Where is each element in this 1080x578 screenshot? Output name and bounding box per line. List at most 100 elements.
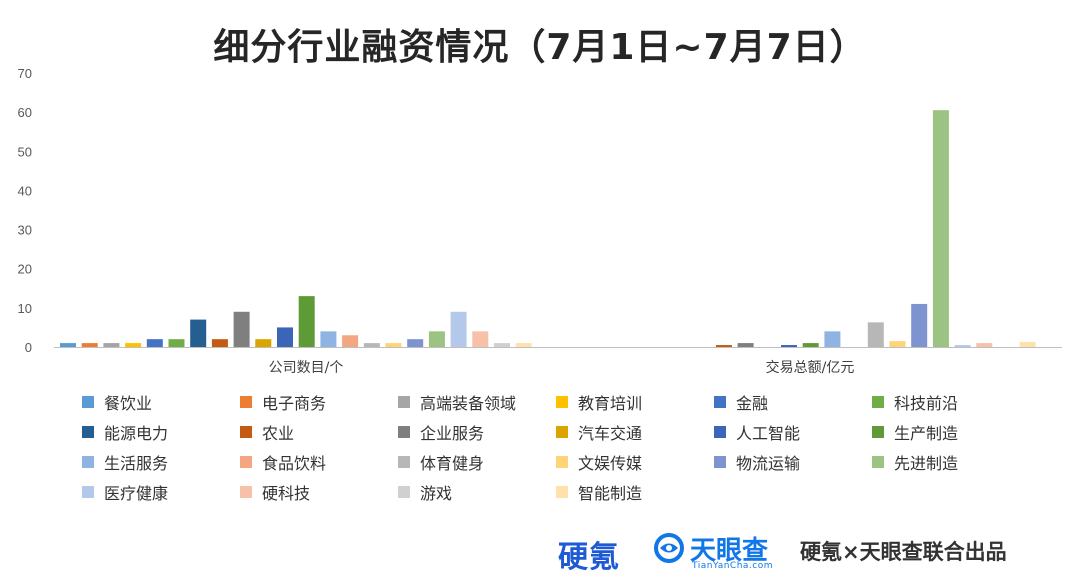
bar-deal-amount-22 xyxy=(1019,341,1036,347)
legend-label: 餐饮业 xyxy=(104,393,153,413)
legend-label: 汽车交通 xyxy=(578,423,643,443)
bar-deal-amount-19 xyxy=(954,345,971,347)
legend-item: 教育培训 xyxy=(556,392,714,413)
y-tick-label: 10 xyxy=(18,301,32,316)
legend-swatch xyxy=(82,455,94,468)
y-tick-label: 20 xyxy=(18,262,32,277)
bar-deal-amount-9 xyxy=(737,343,754,347)
legend-swatch xyxy=(872,395,884,408)
bar-deal-amount-12 xyxy=(802,343,819,347)
legend-item: 硬科技 xyxy=(240,482,398,503)
legend-swatch xyxy=(240,395,252,408)
legend-label: 文娱传媒 xyxy=(578,453,643,473)
bar-company-count-9 xyxy=(233,311,250,347)
legend-label: 体育健身 xyxy=(420,453,485,473)
legend-item: 食品饮料 xyxy=(240,452,398,473)
bar-deal-amount-15 xyxy=(867,322,884,347)
bar-company-count-5 xyxy=(146,339,163,347)
legend-label: 金融 xyxy=(736,393,769,413)
legend-label: 电子商务 xyxy=(262,393,327,413)
legend-label: 企业服务 xyxy=(420,423,485,443)
legend-label: 生活服务 xyxy=(104,453,169,473)
legend-label: 智能制造 xyxy=(578,483,643,503)
legend-item: 汽车交通 xyxy=(556,422,714,443)
bar-company-count-13 xyxy=(320,331,337,347)
bar-deal-amount-17 xyxy=(911,303,928,347)
bar-company-count-12 xyxy=(298,296,315,347)
bar-company-count-22 xyxy=(515,343,532,347)
bar-deal-amount-8 xyxy=(715,345,732,347)
legend-swatch xyxy=(398,395,410,408)
legend-swatch xyxy=(398,485,410,498)
legend-item: 智能制造 xyxy=(556,482,714,503)
x-category-label: 交易总额/亿元 xyxy=(766,359,855,376)
legend-label: 游戏 xyxy=(420,483,453,503)
ying-ke-logo: 硬氪 xyxy=(558,540,620,575)
legend-item: 生活服务 xyxy=(82,452,240,473)
legend-item: 游戏 xyxy=(398,482,556,503)
bar-company-count-8 xyxy=(211,339,228,347)
legend-swatch xyxy=(240,455,252,468)
legend-swatch xyxy=(556,455,568,468)
legend-item: 文娱传媒 xyxy=(556,452,714,473)
legend-label: 物流运输 xyxy=(736,453,801,473)
bar-deal-amount-16 xyxy=(889,341,906,347)
bar-company-count-1 xyxy=(60,343,76,347)
bar-deal-amount-11 xyxy=(781,345,797,347)
legend-label: 生产制造 xyxy=(894,423,959,443)
legend-item: 物流运输 xyxy=(714,452,872,473)
legend-item: 餐饮业 xyxy=(82,392,240,413)
bar-deal-amount-20 xyxy=(976,343,993,347)
y-tick-label: 50 xyxy=(18,144,32,159)
x-category-label: 公司数目/个 xyxy=(269,360,344,376)
legend-label: 农业 xyxy=(262,423,295,443)
chart-title: 细分行业融资情况（7月1日~7月7日） xyxy=(213,27,867,68)
bar-company-count-2 xyxy=(81,343,98,347)
legend-item: 体育健身 xyxy=(398,452,556,473)
legend-swatch xyxy=(556,425,568,438)
legend-label: 医疗健康 xyxy=(104,483,169,503)
bar-company-count-20 xyxy=(472,331,489,347)
legend-label: 硬科技 xyxy=(262,483,311,503)
legend-swatch xyxy=(714,455,726,468)
bar-company-count-19 xyxy=(450,311,467,347)
legend-item: 生产制造 xyxy=(872,422,1030,443)
legend-item: 能源电力 xyxy=(82,422,240,443)
legend-swatch xyxy=(556,485,568,498)
legend-swatch xyxy=(872,455,884,468)
bar-deal-amount-13 xyxy=(824,331,841,347)
legend-swatch xyxy=(398,455,410,468)
legend-swatch xyxy=(82,425,94,438)
y-tick-label: 40 xyxy=(18,183,32,198)
legend-label: 先进制造 xyxy=(894,453,959,473)
legend-swatch xyxy=(398,425,410,438)
y-tick-label: 60 xyxy=(18,105,32,120)
tianyancha-logo-icon xyxy=(654,533,684,563)
bar-company-count-3 xyxy=(103,343,120,347)
chart-legend: 餐饮业 电子商务 高端装备领域 教育培训 金融 科技前沿能源电力 农业 企业服务 汽车交通 人工智… xyxy=(82,392,1042,503)
bar-company-count-7 xyxy=(190,319,207,347)
legend-label: 科技前沿 xyxy=(894,393,959,413)
legend-label: 人工智能 xyxy=(736,423,801,443)
bar-chart: 0 10 20 30 40 50 60 70 公司数目/个 交易总额/亿元 xyxy=(18,66,1062,376)
legend-item: 医疗健康 xyxy=(82,482,240,503)
y-tick-label: 70 xyxy=(18,66,32,81)
bar-company-count-16 xyxy=(385,343,402,347)
legend-item: 金融 xyxy=(714,392,872,413)
legend-item: 企业服务 xyxy=(398,422,556,443)
legend-label: 教育培训 xyxy=(578,393,643,413)
bar-company-count-11 xyxy=(277,327,293,347)
legend-swatch xyxy=(82,485,94,498)
legend-swatch xyxy=(556,395,568,408)
legend-swatch xyxy=(714,425,726,438)
legend-item: 科技前沿 xyxy=(872,392,1030,413)
bar-deal-amount-18 xyxy=(932,110,949,347)
bar-company-count-15 xyxy=(363,343,380,347)
legend-item: 高端装备领域 xyxy=(398,392,556,413)
legend-swatch xyxy=(240,425,252,438)
legend-item: 电子商务 xyxy=(240,392,398,413)
bar-company-count-6 xyxy=(168,339,185,347)
bar-company-count-17 xyxy=(407,339,424,347)
bar-company-count-4 xyxy=(125,343,142,347)
y-tick-label: 0 xyxy=(25,340,32,355)
